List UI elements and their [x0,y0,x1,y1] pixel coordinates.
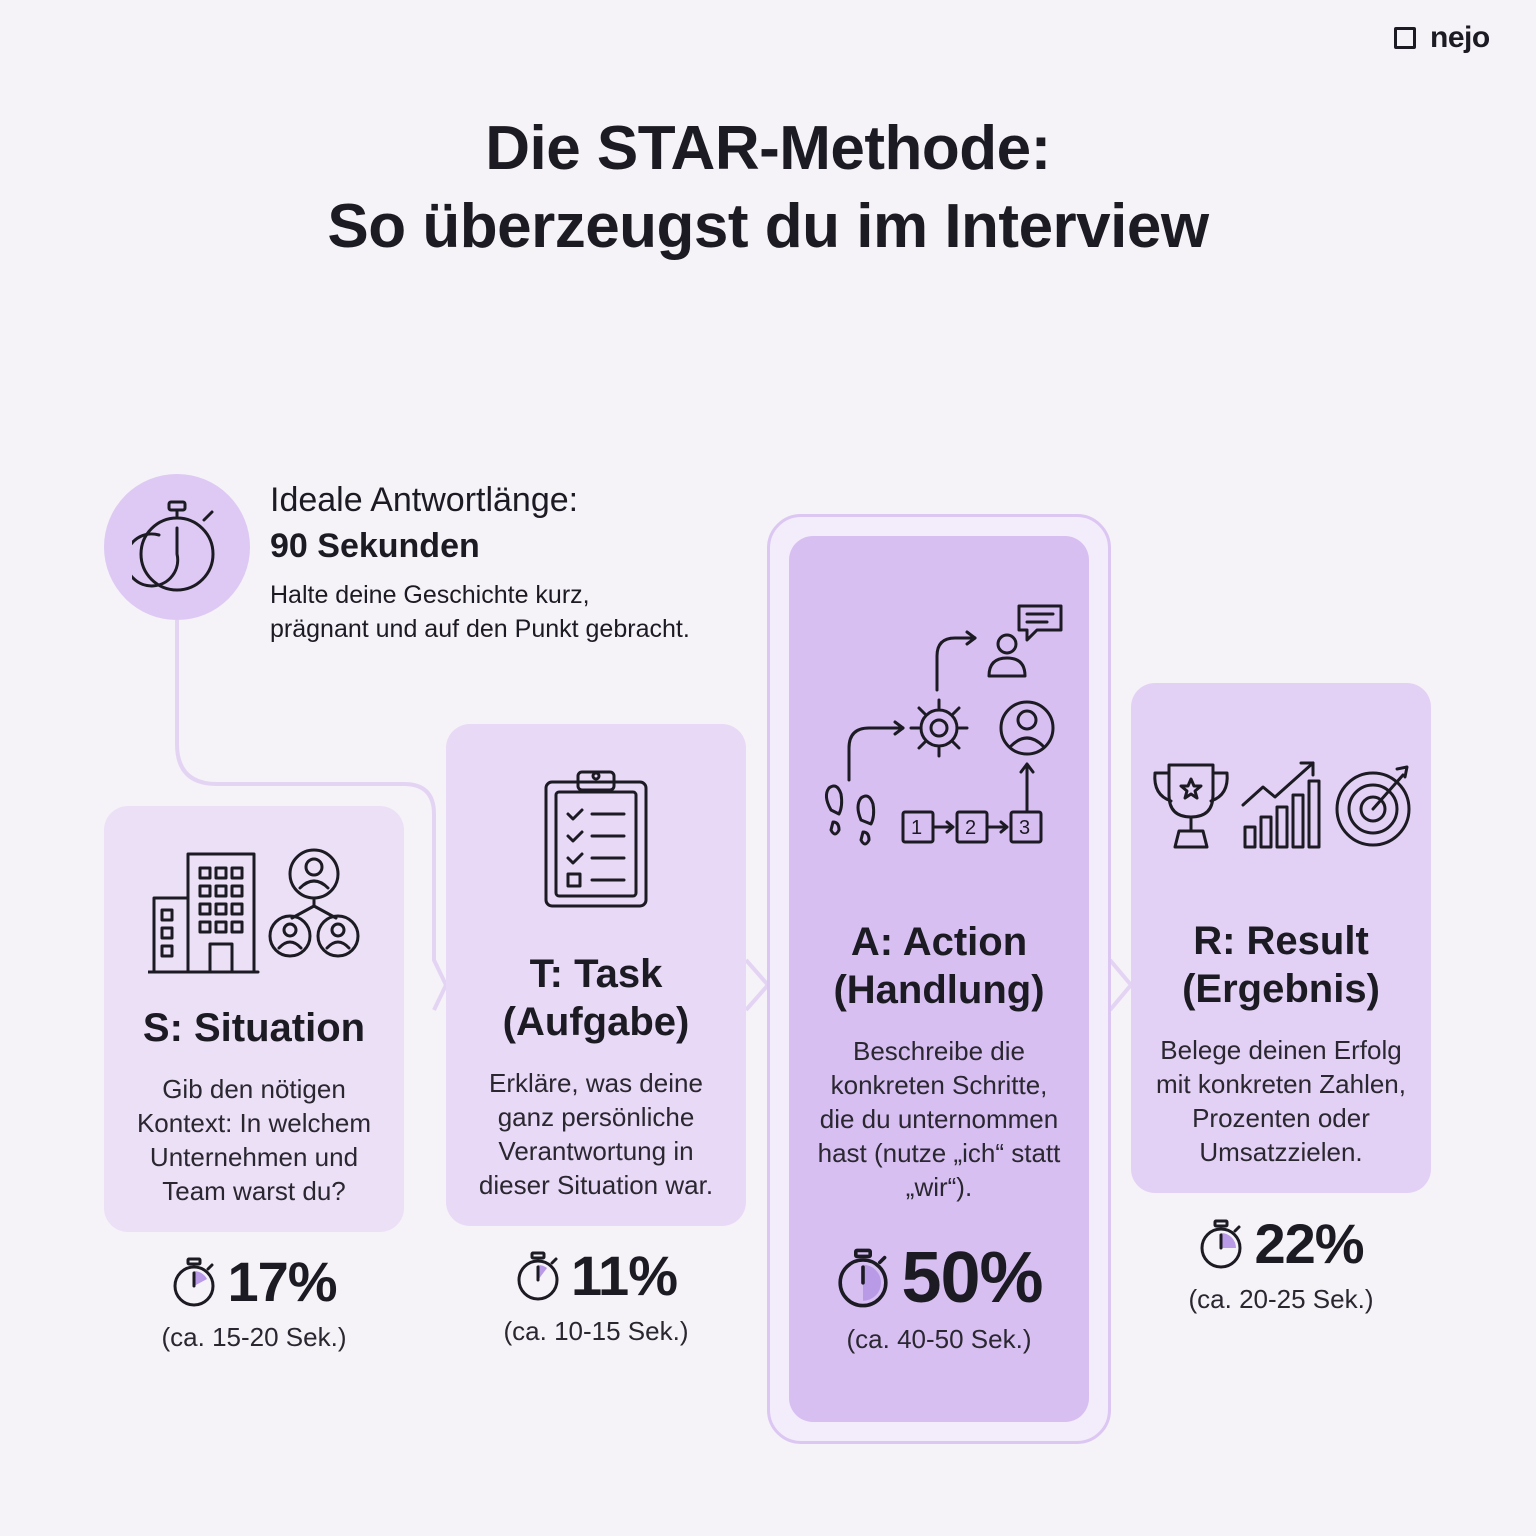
person-circle-icon [999,700,1055,756]
desc-line: „wir“). [905,1172,973,1202]
step-desc-situation: Gib den nötigen Kontext: In welchem Unte… [104,1072,404,1208]
step-title-situation: S: Situation [142,1006,366,1050]
step-desc-result: Belege deinen Erfolg mit konkreten Zahle… [1131,1033,1431,1169]
time-result: (ca. 20-25 Sek.) [1188,1284,1374,1314]
desc-line: dieser Situation war. [478,1170,714,1200]
percent-action: 50% [789,1238,1089,1318]
svg-text:1: 1 [911,817,922,839]
team-network-icon [268,848,360,958]
desc-line: Gib den nötigen [162,1074,346,1104]
step-title-task: T: Task (Aufgabe) [446,950,746,1046]
step-card-situation: S: Situation Gib den nötigen Kontext: In… [104,806,404,1232]
trophy-icon [1153,763,1229,849]
title-line-2: (Ergebnis) [1182,967,1380,1011]
desc-line: Unternehmen und [149,1142,359,1172]
desc-line: Umsatzzielen. [1199,1137,1363,1167]
svg-text:2: 2 [965,817,976,839]
percent-value: 11% [571,1244,678,1307]
stopwatch-icon [838,1248,889,1308]
percent-value: 17% [227,1250,337,1313]
step-card-result: R: Result (Ergebnis) Belege deinen Erfol… [1131,683,1431,1193]
desc-line: Prozenten oder [1192,1103,1370,1133]
intro-desc-line-1: Halte deine Geschichte kurz, [270,581,590,609]
time-task: (ca. 10-15 Sek.) [503,1316,689,1346]
step-title-action: A: Action (Handlung) [789,918,1089,1014]
percent-task: 11% [446,1244,746,1308]
percent-situation: 17% [104,1250,404,1314]
title-line-2: (Aufgabe) [502,1000,690,1044]
stopwatch-icon [517,1251,559,1301]
person-chat-icon [987,604,1063,678]
stopwatch-badge [104,474,250,620]
building-icon [148,852,260,974]
intro-description: Halte deine Geschichte kurz, prägnant un… [270,578,750,646]
brand-name: nejo [1430,21,1490,54]
desc-line: konkreten Schritte, [830,1070,1048,1100]
desc-line: Team warst du? [162,1176,346,1206]
intro-value: 90 Sekunden [270,527,480,565]
desc-line: mit konkreten Zahlen, [1155,1069,1406,1099]
time-action: (ca. 40-50 Sek.) [846,1324,1032,1354]
brand-square-icon [1394,27,1416,49]
desc-line: hast (nutze „ich“ statt [817,1138,1061,1168]
title-line-1: T: Task [529,952,663,996]
intro-label: Ideale Antwortlänge: [270,481,579,519]
title-line-1: R: Result [1193,919,1369,963]
step-card-task: T: Task (Aufgabe) Erkläre, was deine gan… [446,724,746,1226]
action-flow-illustration: 1 2 3 [824,604,1063,846]
desc-line: Beschreibe die [853,1036,1025,1066]
footsteps-icon [824,784,876,846]
stopwatch-icon [173,1257,215,1307]
page-title: Die STAR-Methode: So überzeugst du im In… [0,110,1536,266]
desc-line: Belege deinen Erfolg [1160,1035,1402,1065]
step-title-result: R: Result (Ergebnis) [1131,917,1431,1013]
title-line-2: (Handlung) [833,968,1045,1012]
desc-line: Verantwortung in [498,1136,694,1166]
desc-line: Kontext: In welchem [136,1108,372,1138]
title-line-1: Die STAR-Methode: [485,114,1051,183]
step-card-action: 1 2 3 A: Action (Handlung) Beschreibe di… [789,536,1089,1422]
percent-value: 50% [901,1238,1043,1318]
result-icons [1153,761,1411,849]
percent-value: 22% [1254,1212,1364,1275]
target-icon [1335,765,1411,847]
clipboard-checklist-icon [544,770,648,908]
intro-desc-line-2: prägnant und auf den Punkt gebracht. [270,615,690,643]
time-situation: (ca. 15-20 Sek.) [161,1322,347,1352]
step-desc-task: Erkläre, was deine ganz persönliche Vera… [446,1066,746,1202]
svg-text:3: 3 [1019,817,1030,839]
step-boxes-icon: 1 2 3 [901,810,1043,844]
growth-chart-icon [1241,761,1321,849]
desc-line: ganz persönliche [497,1102,695,1132]
step-desc-action: Beschreibe die konkreten Schritte, die d… [789,1034,1089,1204]
title-line-2: So überzeugst du im Interview [327,192,1209,261]
desc-line: die du unternommen [819,1104,1059,1134]
stopwatch-icon [132,500,215,592]
gear-icon [909,698,969,758]
percent-result: 22% [1131,1212,1431,1276]
stopwatch-icon [1200,1219,1242,1269]
title-line-1: A: Action [850,920,1028,964]
brand-logo: nejo [1394,18,1490,58]
desc-line: Erkläre, was deine [489,1068,703,1098]
